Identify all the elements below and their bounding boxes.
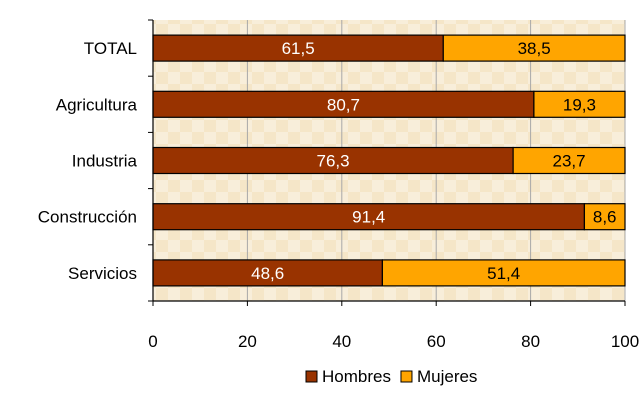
bar-mujeres-0 bbox=[442, 34, 626, 62]
data-label-mujeres-1: 19,3 bbox=[563, 95, 596, 114]
category-label-1: Agricultura bbox=[56, 95, 138, 114]
data-label-hombres-3: 91,4 bbox=[352, 208, 385, 227]
legend-label-mujeres: Mujeres bbox=[417, 367, 477, 386]
data-label-mujeres-4: 51,4 bbox=[487, 264, 520, 283]
x-tick-label-20: 20 bbox=[238, 332, 257, 351]
legend-swatch-hombres bbox=[305, 370, 318, 383]
bar-hombres-3 bbox=[152, 203, 586, 231]
bar-mujeres-3 bbox=[583, 203, 626, 231]
legend-swatch-mujeres bbox=[400, 370, 413, 383]
category-label-3: Construcción bbox=[38, 208, 137, 227]
bar-mujeres-1 bbox=[533, 90, 626, 118]
bar-mujeres-4 bbox=[381, 259, 626, 287]
x-tick-label-40: 40 bbox=[332, 332, 351, 351]
data-label-mujeres-2: 23,7 bbox=[553, 152, 586, 171]
x-tick-label-80: 80 bbox=[521, 332, 540, 351]
data-label-mujeres-3: 8,6 bbox=[593, 208, 617, 227]
bar-hombres-4 bbox=[152, 259, 383, 287]
x-tick-label-0: 0 bbox=[148, 332, 157, 351]
bar-mujeres-2 bbox=[512, 146, 626, 175]
data-label-hombres-4: 48,6 bbox=[251, 264, 284, 283]
data-label-hombres-2: 76,3 bbox=[317, 152, 350, 171]
data-label-hombres-1: 80,7 bbox=[327, 95, 360, 114]
x-tick-label-100: 100 bbox=[611, 332, 639, 351]
x-tick-label-60: 60 bbox=[427, 332, 446, 351]
data-label-mujeres-0: 38,5 bbox=[518, 39, 551, 58]
category-label-4: Servicios bbox=[68, 264, 137, 283]
category-label-2: Industria bbox=[72, 152, 138, 171]
category-label-0: TOTAL bbox=[84, 39, 137, 58]
legend-label-hombres: Hombres bbox=[322, 367, 391, 386]
data-label-hombres-0: 61,5 bbox=[282, 39, 315, 58]
